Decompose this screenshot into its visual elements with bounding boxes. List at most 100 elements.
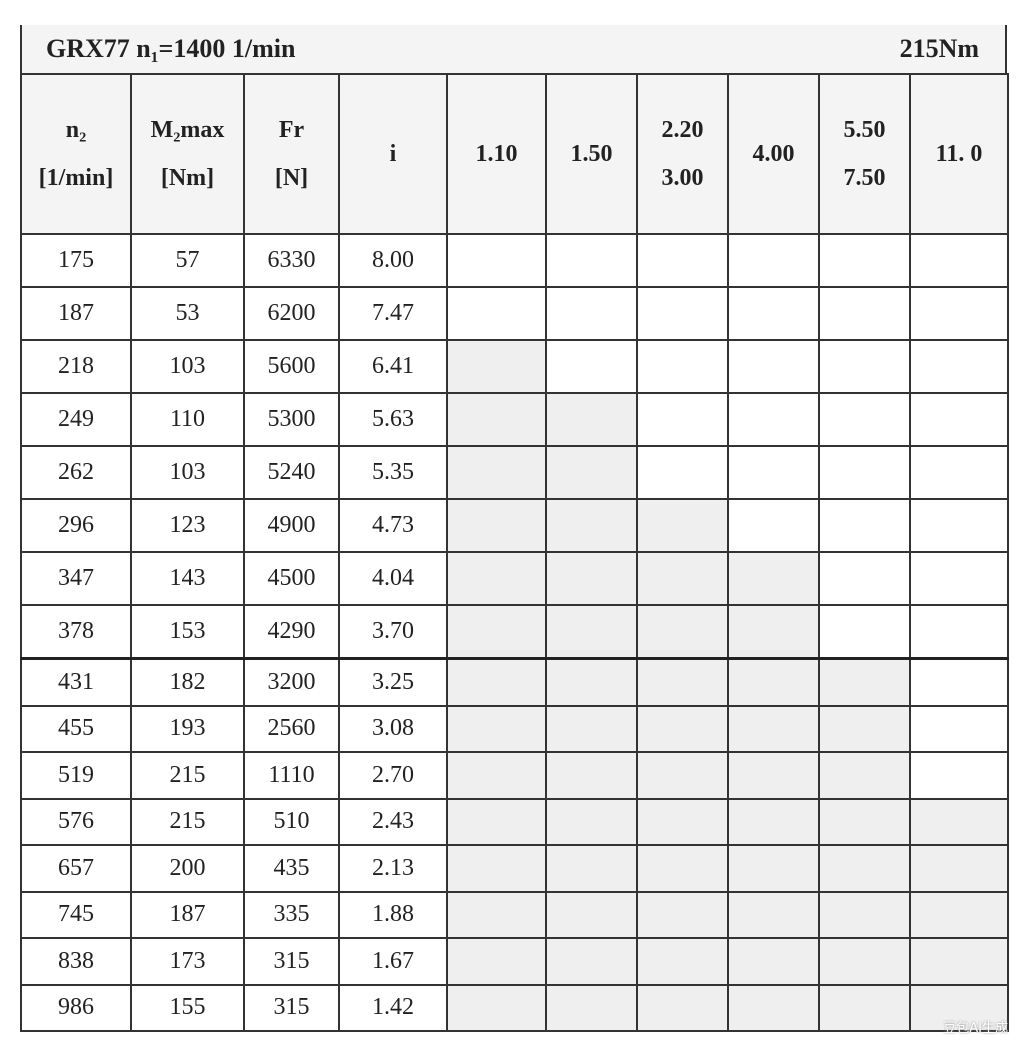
cell-n2: 378: [20, 604, 132, 660]
cell-i: 7.47: [338, 286, 448, 341]
empty-cell: [909, 392, 1009, 447]
shaded-cell: [545, 498, 638, 553]
watermark: 豆包AI生成: [943, 1021, 1008, 1036]
cell-n2: 745: [20, 890, 132, 939]
cell-fr: 4900: [243, 498, 340, 553]
shaded-cell: [446, 751, 547, 800]
empty-cell: [636, 286, 729, 341]
cell-n2: 455: [20, 704, 132, 753]
header-line-1: M₂max: [150, 117, 225, 143]
cell-fr: 5240: [243, 445, 340, 500]
cell-m2: 103: [130, 339, 245, 394]
cell-m2: 110: [130, 392, 245, 447]
table-row: 347 143 4500 4.04: [20, 551, 1009, 606]
empty-cell: [727, 498, 820, 553]
empty-cell: [909, 445, 1009, 500]
table-row: 745 187 335 1.88: [20, 890, 1009, 939]
table-row: 218 103 5600 6.41: [20, 339, 1009, 394]
shaded-cell: [818, 797, 911, 846]
shaded-cell: [545, 751, 638, 800]
column-header: 11. 0: [909, 73, 1009, 235]
empty-cell: [727, 339, 820, 394]
shaded-cell: [636, 844, 729, 893]
empty-cell: [727, 286, 820, 341]
shaded-cell: [818, 704, 911, 753]
shaded-cell: [446, 392, 547, 447]
cell-i: 4.04: [338, 551, 448, 606]
empty-cell: [446, 233, 547, 288]
shaded-cell: [818, 983, 911, 1032]
shaded-cell: [727, 751, 820, 800]
shaded-cell: [446, 983, 547, 1032]
header-line-1: 1.10: [475, 141, 518, 167]
cell-fr: 5600: [243, 339, 340, 394]
cell-n2: 431: [20, 657, 132, 707]
cell-fr: 4500: [243, 551, 340, 606]
shaded-cell: [909, 937, 1009, 986]
shaded-cell: [446, 445, 547, 500]
shaded-cell: [909, 890, 1009, 939]
empty-cell: [818, 339, 911, 394]
cell-m2: 215: [130, 751, 245, 800]
empty-cell: [909, 604, 1009, 660]
empty-cell: [818, 392, 911, 447]
shaded-cell: [636, 797, 729, 846]
cell-fr: 5300: [243, 392, 340, 447]
shaded-cell: [727, 844, 820, 893]
shaded-cell: [636, 551, 729, 606]
empty-cell: [909, 551, 1009, 606]
performance-table: n₂ [1/min] M₂max [Nm] Fr [N] i 1.10 1.50 2.20 3.00…: [20, 73, 1009, 1032]
empty-cell: [636, 392, 729, 447]
cell-i: 1.42: [338, 983, 448, 1032]
shaded-cell: [636, 937, 729, 986]
column-header: 1.50: [545, 73, 638, 235]
cell-i: 3.08: [338, 704, 448, 753]
empty-cell: [727, 233, 820, 288]
cell-fr: 6330: [243, 233, 340, 288]
cell-n2: 657: [20, 844, 132, 893]
cell-n2: 986: [20, 983, 132, 1032]
shaded-cell: [636, 890, 729, 939]
header-line-1: 11. 0: [935, 141, 983, 167]
cell-n2: 187: [20, 286, 132, 341]
table-row: 262 103 5240 5.35: [20, 445, 1009, 500]
cell-m2: 57: [130, 233, 245, 288]
header-line-1: 5.50: [843, 117, 886, 143]
header-line-1: 1.50: [570, 141, 613, 167]
empty-cell: [818, 286, 911, 341]
shaded-cell: [545, 844, 638, 893]
cell-n2: 175: [20, 233, 132, 288]
cell-fr: 435: [243, 844, 340, 893]
shaded-cell: [818, 937, 911, 986]
shaded-cell: [545, 983, 638, 1032]
shaded-cell: [545, 890, 638, 939]
cell-m2: 123: [130, 498, 245, 553]
empty-cell: [818, 498, 911, 553]
header-line-2: [Nm]: [160, 165, 215, 191]
empty-cell: [818, 551, 911, 606]
empty-cell: [636, 445, 729, 500]
column-header: Fr [N]: [243, 73, 340, 235]
empty-cell: [909, 657, 1009, 707]
title-bar: GRX77 n₁=1400 1/min 215Nm: [20, 25, 1007, 73]
cell-m2: 155: [130, 983, 245, 1032]
header-line-1: 2.20: [661, 117, 704, 143]
table-row: 431 182 3200 3.25: [20, 657, 1009, 707]
shaded-cell: [446, 604, 547, 660]
shaded-cell: [636, 604, 729, 660]
empty-cell: [545, 339, 638, 394]
cell-i: 5.35: [338, 445, 448, 500]
shaded-cell: [818, 844, 911, 893]
shaded-cell: [636, 498, 729, 553]
table-row: 838 173 315 1.67: [20, 937, 1009, 986]
shaded-cell: [446, 704, 547, 753]
shaded-cell: [727, 797, 820, 846]
cell-fr: 4290: [243, 604, 340, 660]
cell-i: 2.70: [338, 751, 448, 800]
column-header: 2.20 3.00: [636, 73, 729, 235]
shaded-cell: [727, 983, 820, 1032]
table-row: 657 200 435 2.13: [20, 844, 1009, 893]
column-header: 5.50 7.50: [818, 73, 911, 235]
shaded-cell: [545, 551, 638, 606]
shaded-cell: [446, 890, 547, 939]
